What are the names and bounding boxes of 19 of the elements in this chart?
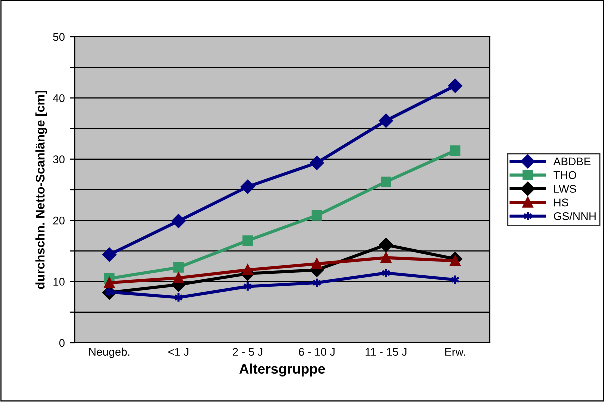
y-tick-label: 50 — [53, 33, 65, 42]
legend-label: HS — [554, 198, 568, 207]
x-tick-label: 2 - 5 J — [233, 348, 263, 356]
legend-label: GS/NNH — [554, 212, 596, 220]
x-tick-label: <1 J — [168, 348, 189, 356]
legend-label: THO — [554, 171, 576, 180]
x-tick-label: Neugeb. — [89, 348, 130, 358]
y-tick-label: 10 — [54, 278, 65, 286]
x-tick-label: 6 - 10 J — [299, 348, 335, 356]
y-tick-label: 30 — [53, 156, 65, 164]
x-tick-label: Erw. — [446, 348, 466, 356]
x-tick-label: 11 - 15 J — [366, 348, 407, 356]
y-tick-label: 20 — [53, 216, 65, 225]
y-tick-label: 40 — [53, 94, 65, 102]
y-axis-title: durchschn. Netto-Scanlänge [cm] — [36, 91, 48, 290]
legend-label: LWS — [554, 185, 576, 193]
legend-label: ABDBE — [554, 158, 591, 166]
y-tick-label: 0 — [60, 339, 65, 348]
x-axis-title: Altersgruppe — [240, 364, 326, 377]
